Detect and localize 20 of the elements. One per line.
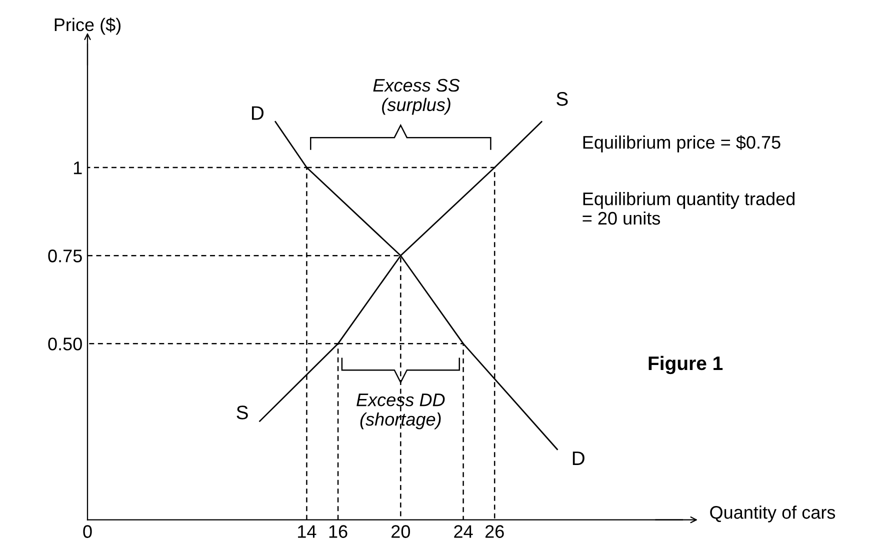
x-tick-label: 26 bbox=[485, 525, 504, 538]
y-tick-label: 0.50 bbox=[48, 338, 82, 350]
x-tick-label: 14 bbox=[298, 525, 316, 538]
y-tick-label: 0.75 bbox=[48, 250, 82, 262]
x-axis-title: Quantity of cars bbox=[710, 506, 836, 522]
y-tick-label: 1 bbox=[74, 162, 82, 174]
series-label: S bbox=[236, 406, 248, 420]
annotation: Excess SS (surplus) bbox=[373, 78, 460, 115]
series-label: D bbox=[252, 106, 264, 120]
y-axis-title: Price ($) bbox=[54, 18, 120, 35]
text: S bbox=[556, 92, 568, 106]
x-tick-label: 24 bbox=[454, 525, 473, 538]
x-tick-label: 20 bbox=[392, 525, 410, 538]
annotation: Equilibrium price = $0.75 bbox=[583, 135, 780, 152]
annotation: Figure 1 bbox=[648, 356, 723, 374]
annotation: Excess DD (shortage) bbox=[356, 394, 445, 430]
x-tick-label: 0 bbox=[83, 525, 92, 538]
text: D bbox=[572, 452, 584, 465]
x-tick-label: 16 bbox=[329, 525, 348, 538]
annotation: Equilibrium quantity traded = 20 units bbox=[582, 192, 794, 225]
